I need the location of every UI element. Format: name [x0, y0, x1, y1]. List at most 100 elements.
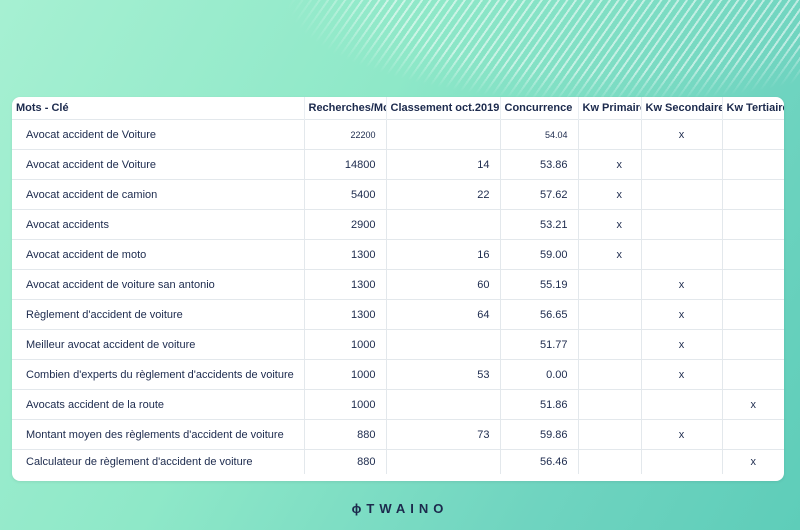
competition-cell: 51.86	[500, 389, 579, 420]
secondary-cell	[641, 179, 723, 210]
header-searches: Recherches/Mo	[304, 97, 387, 120]
ranking-cell	[386, 119, 501, 150]
header-kw-tertiary: Kw Tertiaire	[726, 102, 785, 114]
keyword-cell: Avocat accidents	[12, 209, 305, 240]
secondary-cell	[641, 449, 723, 474]
secondary-cell	[641, 209, 723, 240]
secondary-cell	[641, 149, 723, 180]
keyword-cell: Meilleur avocat accident de voiture	[12, 329, 305, 360]
ranking-cell	[386, 329, 501, 360]
secondary-cell: x	[641, 419, 723, 450]
keyword-cell: Avocat accident de camion	[12, 179, 305, 210]
phi-icon: ϕ	[351, 501, 367, 516]
keyword-cell: Règlement d'accident de voiture	[12, 299, 305, 330]
header-kw-primary: Kw Primaire	[578, 97, 642, 120]
competition-cell: 55.19	[500, 269, 579, 300]
tertiary-cell	[722, 299, 784, 330]
ranking-cell: 14	[386, 149, 501, 180]
keyword-cell: Avocat accident de voiture san antonio	[12, 269, 305, 300]
searches-cell: 1000	[304, 329, 387, 360]
competition-cell: 51.77	[500, 329, 579, 360]
searches-cell: 880	[304, 419, 387, 450]
decorative-stripes	[250, 0, 800, 110]
competition-cell: 57.62	[500, 179, 579, 210]
table-row: Montant moyen des règlements d'accident …	[12, 419, 784, 450]
competition-cell: 53.21	[500, 209, 579, 240]
keyword-cell: Avocat accident de moto	[12, 239, 305, 270]
secondary-cell: x	[641, 119, 723, 150]
secondary-cell: x	[641, 329, 723, 360]
table-row: Avocat accident de moto 1300 16 59.00 x	[12, 239, 784, 270]
competition-cell: 59.86	[500, 419, 579, 450]
keyword-cell: Montant moyen des règlements d'accident …	[12, 419, 305, 450]
ranking-cell	[386, 209, 501, 240]
keyword-cell: Avocats accident de la route	[12, 389, 305, 420]
searches-cell: 1300	[304, 269, 387, 300]
table-row: Avocat accident de Voiture 14800 14 53.8…	[12, 149, 784, 180]
twaino-logo: ϕTWAINO	[0, 501, 800, 516]
header-ranking: Classement oct.2019	[386, 97, 501, 120]
primary-cell	[578, 329, 642, 360]
table-row: Avocats accident de la route 1000 51.86 …	[12, 389, 784, 420]
tertiary-cell	[722, 359, 784, 390]
header-keyword: Mots - Clé	[12, 97, 305, 120]
ranking-cell	[386, 449, 501, 474]
searches-cell: 1300	[304, 239, 387, 270]
table-row: Règlement d'accident de voiture 1300 64 …	[12, 299, 784, 330]
primary-cell: x	[578, 209, 642, 240]
competition-cell: 59.00	[500, 239, 579, 270]
secondary-cell	[641, 239, 723, 270]
secondary-cell	[641, 389, 723, 420]
keyword-cell: Avocat accident de Voiture	[12, 149, 305, 180]
primary-cell	[578, 449, 642, 474]
ranking-cell: 60	[386, 269, 501, 300]
tertiary-cell: x	[722, 389, 784, 420]
tertiary-cell	[722, 419, 784, 450]
tertiary-cell	[722, 119, 784, 150]
table-row: Avocat accident de Voiture 22200 54.04 x	[12, 119, 784, 150]
table-header-row: Mots - Clé Recherches/Mo Classement oct.…	[12, 97, 784, 120]
tertiary-cell	[722, 269, 784, 300]
header-competition: Concurrence	[500, 97, 579, 120]
primary-cell	[578, 359, 642, 390]
competition-cell: 0.00	[500, 359, 579, 390]
table-row: Meilleur avocat accident de voiture 1000…	[12, 329, 784, 360]
searches-cell: 1000	[304, 389, 387, 420]
secondary-cell: x	[641, 359, 723, 390]
competition-cell: 56.46	[500, 449, 579, 474]
tertiary-cell	[722, 179, 784, 210]
primary-cell: x	[578, 179, 642, 210]
keyword-table: Mots - Clé Recherches/Mo Classement oct.…	[12, 97, 784, 474]
primary-cell	[578, 299, 642, 330]
searches-cell: 14800	[304, 149, 387, 180]
primary-cell	[578, 389, 642, 420]
tertiary-cell	[722, 329, 784, 360]
primary-cell: x	[578, 149, 642, 180]
searches-cell: 5400	[304, 179, 387, 210]
primary-cell: x	[578, 239, 642, 270]
searches-cell: 880	[304, 449, 387, 474]
primary-cell	[578, 419, 642, 450]
tertiary-cell	[722, 239, 784, 270]
competition-cell: 56.65	[500, 299, 579, 330]
primary-cell	[578, 119, 642, 150]
tertiary-cell	[722, 149, 784, 180]
table-row: Avocat accidents 2900 53.21 x	[12, 209, 784, 240]
ranking-cell: 64	[386, 299, 501, 330]
searches-cell: 1300	[304, 299, 387, 330]
keyword-cell: Calculateur de règlement d'accident de v…	[12, 449, 305, 474]
primary-cell	[578, 269, 642, 300]
keyword-cell: Avocat accident de Voiture	[12, 119, 305, 150]
ranking-cell: 16	[386, 239, 501, 270]
ranking-cell: 73	[386, 419, 501, 450]
table-row: Avocat accident de voiture san antonio 1…	[12, 269, 784, 300]
table-row: Avocat accident de camion 5400 22 57.62 …	[12, 179, 784, 210]
searches-cell: 1000	[304, 359, 387, 390]
ranking-cell: 53	[386, 359, 501, 390]
table-row: Combien d'experts du règlement d'acciden…	[12, 359, 784, 390]
searches-cell: 22200	[304, 119, 387, 150]
logo-text: TWAINO	[366, 501, 449, 516]
competition-cell: 54.04	[500, 119, 579, 150]
tertiary-cell	[722, 209, 784, 240]
ranking-cell: 22	[386, 179, 501, 210]
